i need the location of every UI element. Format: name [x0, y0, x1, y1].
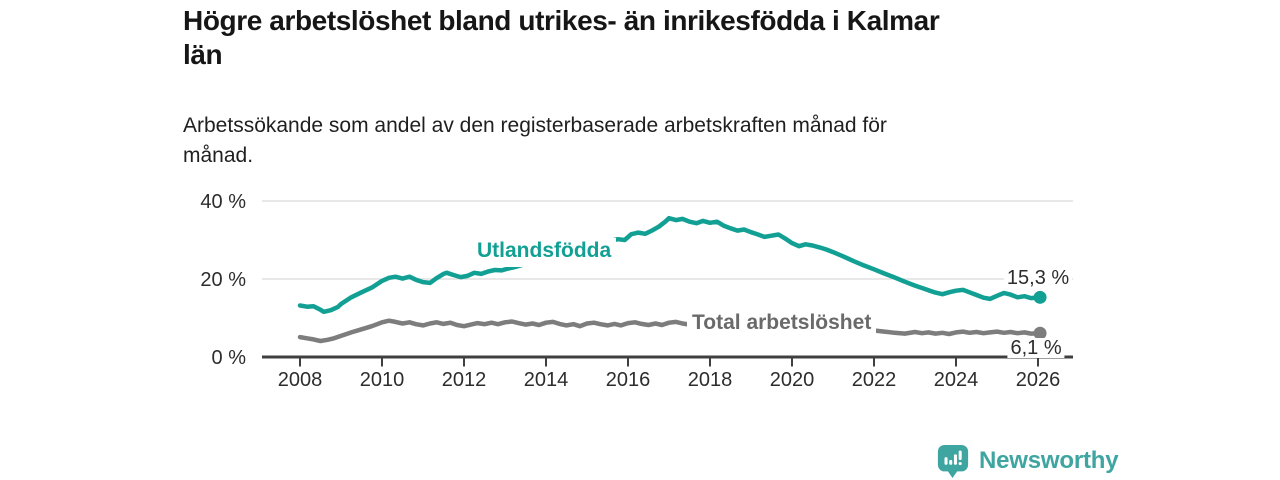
x-axis-label-2022: 2022 [852, 369, 897, 391]
x-axis-label-2024: 2024 [934, 369, 979, 391]
logo-exclamation-dot [958, 462, 962, 465]
page-title-line-2: län [183, 39, 223, 70]
logo-exclamation-bar [958, 450, 962, 461]
series-end-dot-0 [1033, 290, 1047, 304]
logo-bubble [937, 444, 969, 472]
series-end-dot-1 [1033, 326, 1047, 340]
newsworthy-logo-text: Newsworthy [979, 447, 1119, 474]
end-value-label-total-arbetsloshet: 6,1 % [1007, 338, 1065, 359]
page-title-line-1: Högre arbetslöshet bland utrikes- än inr… [183, 5, 940, 36]
x-axis-label-2026: 2026 [1016, 369, 1061, 391]
newsworthy-branding: Newsworthy [936, 443, 1119, 479]
y-axis-label-20: 20 % [200, 269, 246, 291]
logo-bar-3 [953, 454, 957, 465]
newsworthy-logo-icon [937, 444, 969, 478]
logo-bar-2 [949, 460, 953, 465]
x-axis-label-2010: 2010 [360, 369, 405, 391]
y-axis-label-40: 40 % [200, 191, 246, 213]
y-axis-label-0: 0 % [212, 347, 247, 369]
chart-subtitle: Arbetssökande som andel av den registerb… [183, 111, 1063, 171]
series-line-0 [297, 215, 1043, 315]
x-axis-label-2020: 2020 [770, 369, 815, 391]
page-title: Högre arbetslöshet bland utrikes- än inr… [183, 4, 1113, 72]
logo-bubble-tail [947, 470, 958, 478]
x-axis-label-2012: 2012 [442, 369, 487, 391]
series-line-1 [297, 318, 1043, 344]
series-label-total-arbetsloshet: Total arbetslöshet [687, 310, 877, 339]
x-axis-label-2008: 2008 [278, 369, 323, 391]
x-axis-label-2016: 2016 [606, 369, 651, 391]
chart-subtitle-line-1: Arbetssökande som andel av den registerb… [183, 114, 887, 137]
end-value-label-utlandsfodda: 15,3 % [1003, 268, 1073, 289]
logo-bar-1 [944, 457, 948, 465]
series-label-utlandsfodda: Utlandsfödda [472, 238, 617, 267]
x-axis-label-2014: 2014 [524, 369, 569, 391]
x-axis-label-2018: 2018 [688, 369, 733, 391]
chart-subtitle-line-2: månad. [183, 144, 254, 167]
